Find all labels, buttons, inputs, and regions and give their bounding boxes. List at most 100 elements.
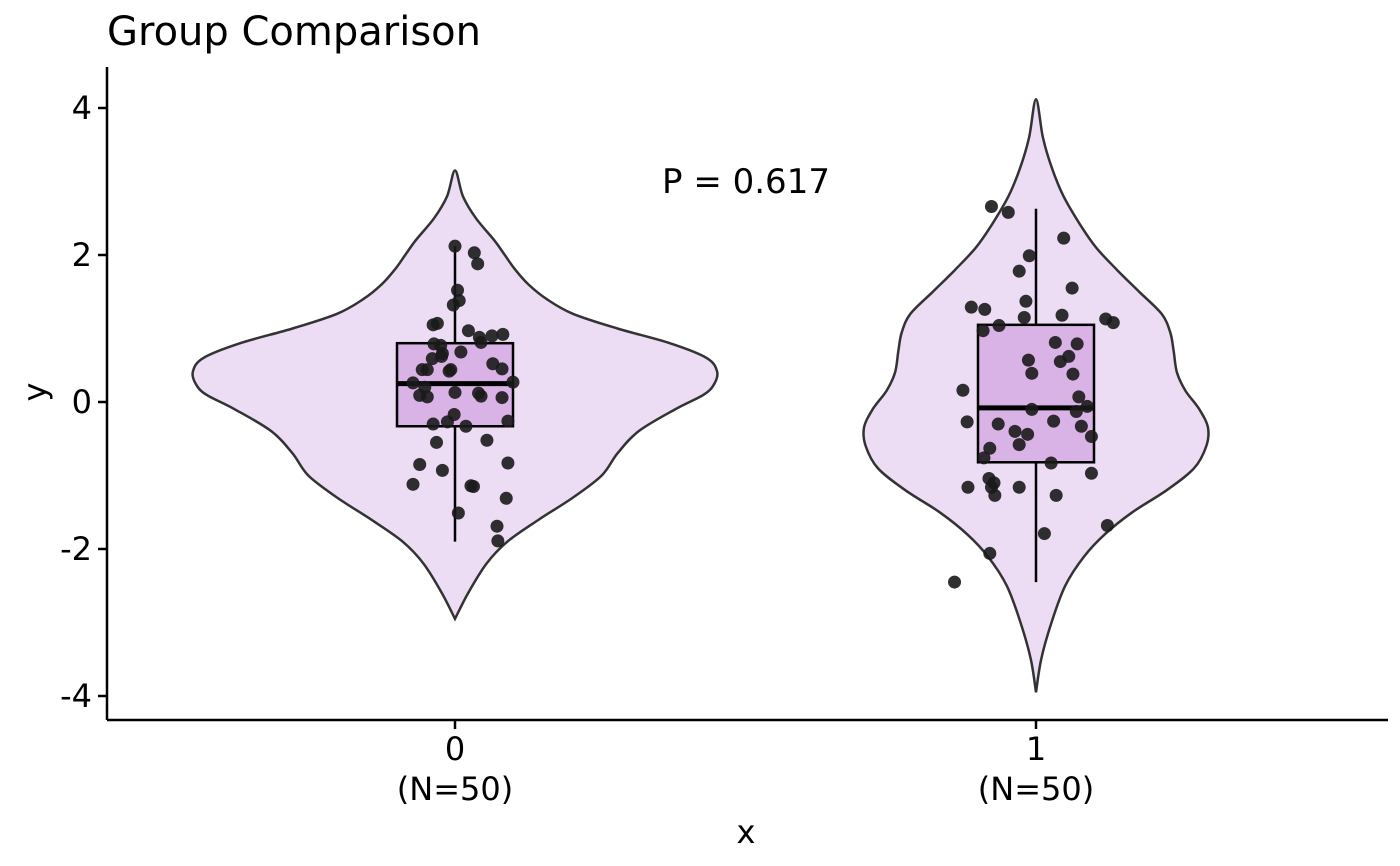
data-point: [991, 417, 1005, 431]
data-point: [992, 319, 1006, 333]
data-point: [1047, 414, 1061, 428]
data-point: [1066, 367, 1080, 381]
data-point: [430, 316, 444, 330]
x-tick-label: 1: [1026, 730, 1046, 768]
x-tick-count-label: (N=50): [397, 770, 513, 808]
y-axis-title: y: [16, 383, 54, 402]
data-point: [956, 383, 970, 397]
data-point: [960, 415, 974, 429]
data-point: [506, 375, 520, 389]
y-tick-label: 4: [72, 89, 92, 127]
y-tick-label: -4: [60, 677, 92, 715]
data-point: [1048, 335, 1062, 349]
data-point: [964, 300, 978, 314]
data-point: [451, 506, 465, 520]
data-point: [490, 519, 504, 533]
data-point: [948, 575, 962, 589]
data-point: [1053, 355, 1067, 369]
chart-title: Group Comparison: [107, 9, 481, 55]
data-point: [451, 283, 465, 297]
data-point: [420, 390, 434, 404]
data-point: [406, 477, 420, 491]
data-point: [485, 329, 499, 343]
data-point: [1001, 205, 1015, 219]
data-point: [1049, 488, 1063, 502]
data-point: [406, 376, 420, 390]
data-point: [442, 364, 456, 378]
data-point: [448, 239, 462, 253]
data-point: [983, 441, 997, 455]
data-point: [1012, 264, 1026, 278]
data-point: [1100, 518, 1114, 532]
data-point: [1080, 399, 1094, 413]
data-point: [499, 491, 513, 505]
data-point: [435, 349, 449, 363]
data-point: [430, 435, 444, 449]
y-tick-label: 2: [72, 236, 92, 274]
data-point: [413, 457, 427, 471]
data-point: [988, 488, 1002, 502]
y-axis-ticks: -4 -2 0 2 4: [60, 89, 107, 715]
data-point: [501, 456, 515, 470]
data-point: [1084, 466, 1098, 480]
data-point: [976, 324, 990, 338]
data-point: [474, 389, 488, 403]
data-point: [1037, 527, 1051, 541]
data-point: [420, 363, 434, 377]
data-point: [1084, 430, 1098, 444]
data-point: [435, 463, 449, 477]
data-point: [454, 345, 468, 359]
data-point: [1065, 281, 1079, 295]
group-1: [862, 97, 1210, 693]
data-point: [459, 419, 473, 433]
data-point: [501, 414, 515, 428]
data-point: [495, 391, 509, 405]
data-point: [983, 546, 997, 560]
x-axis-title: x: [737, 813, 756, 851]
x-tick-count-label: (N=50): [978, 770, 1094, 808]
data-point: [1044, 456, 1058, 470]
data-point: [480, 433, 494, 447]
data-point: [1069, 405, 1083, 419]
data-point: [446, 298, 460, 312]
data-point: [426, 417, 440, 431]
data-point: [495, 362, 509, 376]
data-point: [1017, 310, 1031, 324]
data-point: [984, 199, 998, 213]
data-point: [466, 480, 480, 494]
data-point: [1106, 316, 1120, 330]
data-point: [447, 407, 461, 421]
data-point: [474, 335, 488, 349]
data-point: [1070, 337, 1084, 351]
data-point: [467, 246, 481, 260]
data-point: [1025, 366, 1039, 380]
data-point: [1021, 427, 1035, 441]
data-point: [1021, 353, 1035, 367]
data-point: [1074, 419, 1088, 433]
x-tick-label: 0: [445, 730, 465, 768]
data-point: [1057, 231, 1071, 245]
data-point: [471, 257, 485, 271]
data-point: [1012, 438, 1026, 452]
data-point: [496, 327, 510, 341]
data-point: [1022, 249, 1036, 263]
data-point: [978, 302, 992, 316]
group-0: [191, 169, 719, 622]
data-point: [1055, 308, 1069, 322]
x-axis-ticks: 0(N=50)1(N=50): [397, 720, 1094, 808]
annotation-p-value: P = 0.617: [662, 162, 830, 202]
data-point: [1008, 424, 1022, 438]
data-point: [1012, 480, 1026, 494]
plot-area: [191, 97, 1210, 693]
data-point: [461, 324, 475, 338]
data-point: [961, 480, 975, 494]
data-point: [1025, 402, 1039, 416]
data-point: [448, 385, 462, 399]
data-point: [491, 534, 505, 548]
data-point: [977, 451, 991, 465]
data-point: [1019, 294, 1033, 308]
y-tick-label: -2: [60, 530, 92, 568]
data-point: [1072, 390, 1086, 404]
